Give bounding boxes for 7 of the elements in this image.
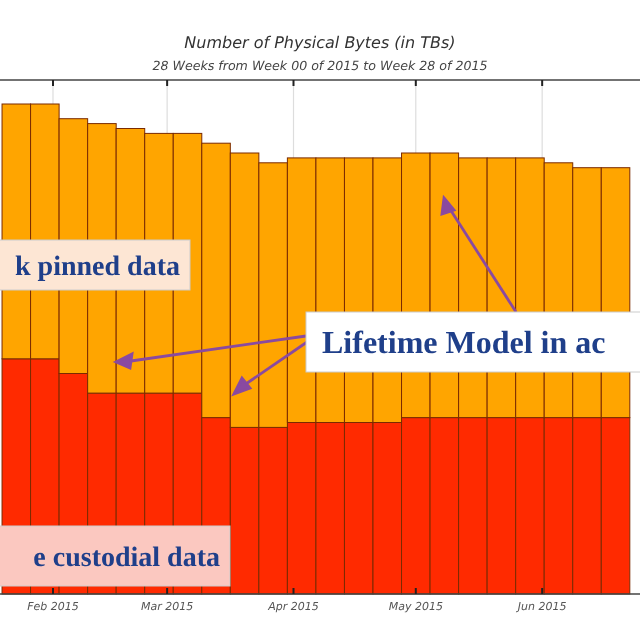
label-box: k pinned data bbox=[0, 239, 191, 291]
chart-title: Number of Physical Bytes (in TBs) bbox=[184, 34, 456, 52]
annotation: k pinned data bbox=[15, 252, 180, 283]
label-box: Lifetime Model in ac bbox=[305, 311, 640, 373]
label-box: e custodial data bbox=[0, 525, 231, 587]
annotation: Lifetime Model in ac bbox=[322, 327, 606, 362]
annotation: e custodial data bbox=[33, 543, 220, 574]
